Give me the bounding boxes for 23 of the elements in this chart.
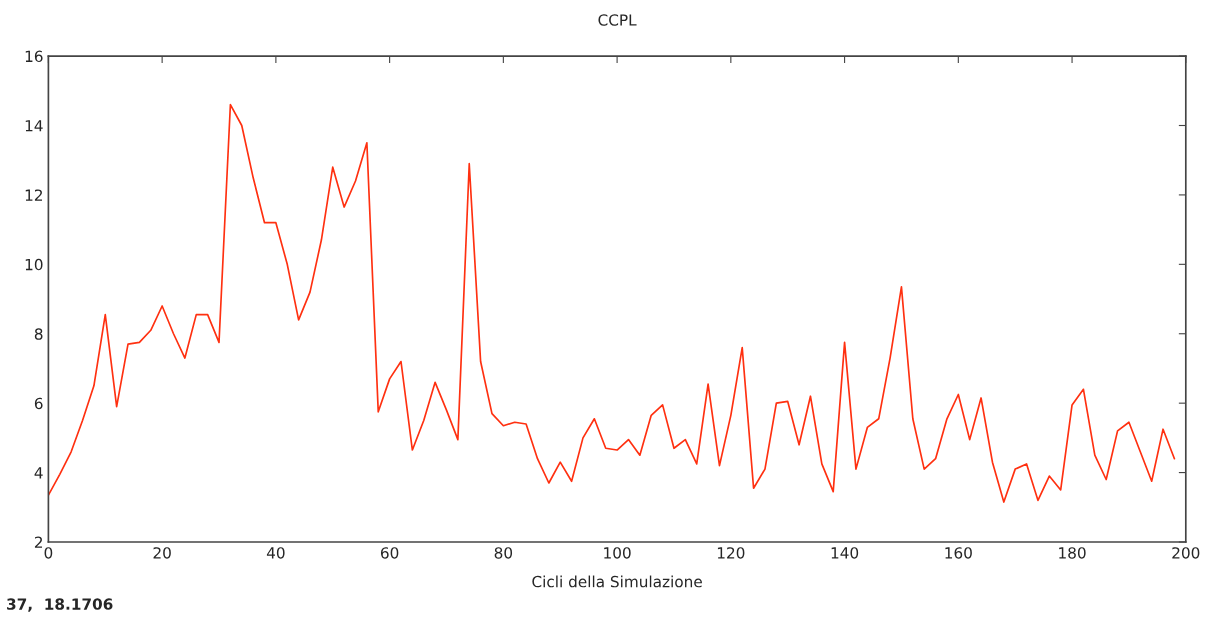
y-tick-label: 6 [34, 397, 43, 410]
x-axis-title: Cicli della Simulazione [532, 575, 702, 588]
x-tick-label: 80 [494, 547, 513, 559]
x-tick-label: 0 [44, 547, 53, 559]
text: 37, 18.1706 [7, 598, 113, 612]
x-tick-label: 180 [1059, 547, 1086, 559]
y-tick-label: 16 [25, 50, 43, 63]
line-series [48, 103, 1176, 503]
x-tick-label: 40 [266, 547, 285, 559]
x-tick-label: 160 [945, 547, 972, 559]
chart-title: CCPL [598, 14, 637, 26]
x-tick-label: 20 [153, 547, 171, 559]
x-tick-label: 120 [717, 547, 745, 559]
y-tick-label: 12 [25, 189, 43, 201]
y-tick-label: 10 [25, 258, 43, 271]
x-tick-label: 100 [604, 547, 631, 559]
x-tick-label: 60 [380, 547, 399, 559]
y-tick-label: 8 [34, 328, 43, 340]
x-tick-label: 140 [831, 547, 859, 559]
y-tick-label: 14 [25, 120, 43, 132]
y-tick-label: 4 [34, 467, 43, 479]
y-tick-label: 2 [34, 536, 43, 548]
x-tick-label: 200 [1172, 547, 1200, 559]
